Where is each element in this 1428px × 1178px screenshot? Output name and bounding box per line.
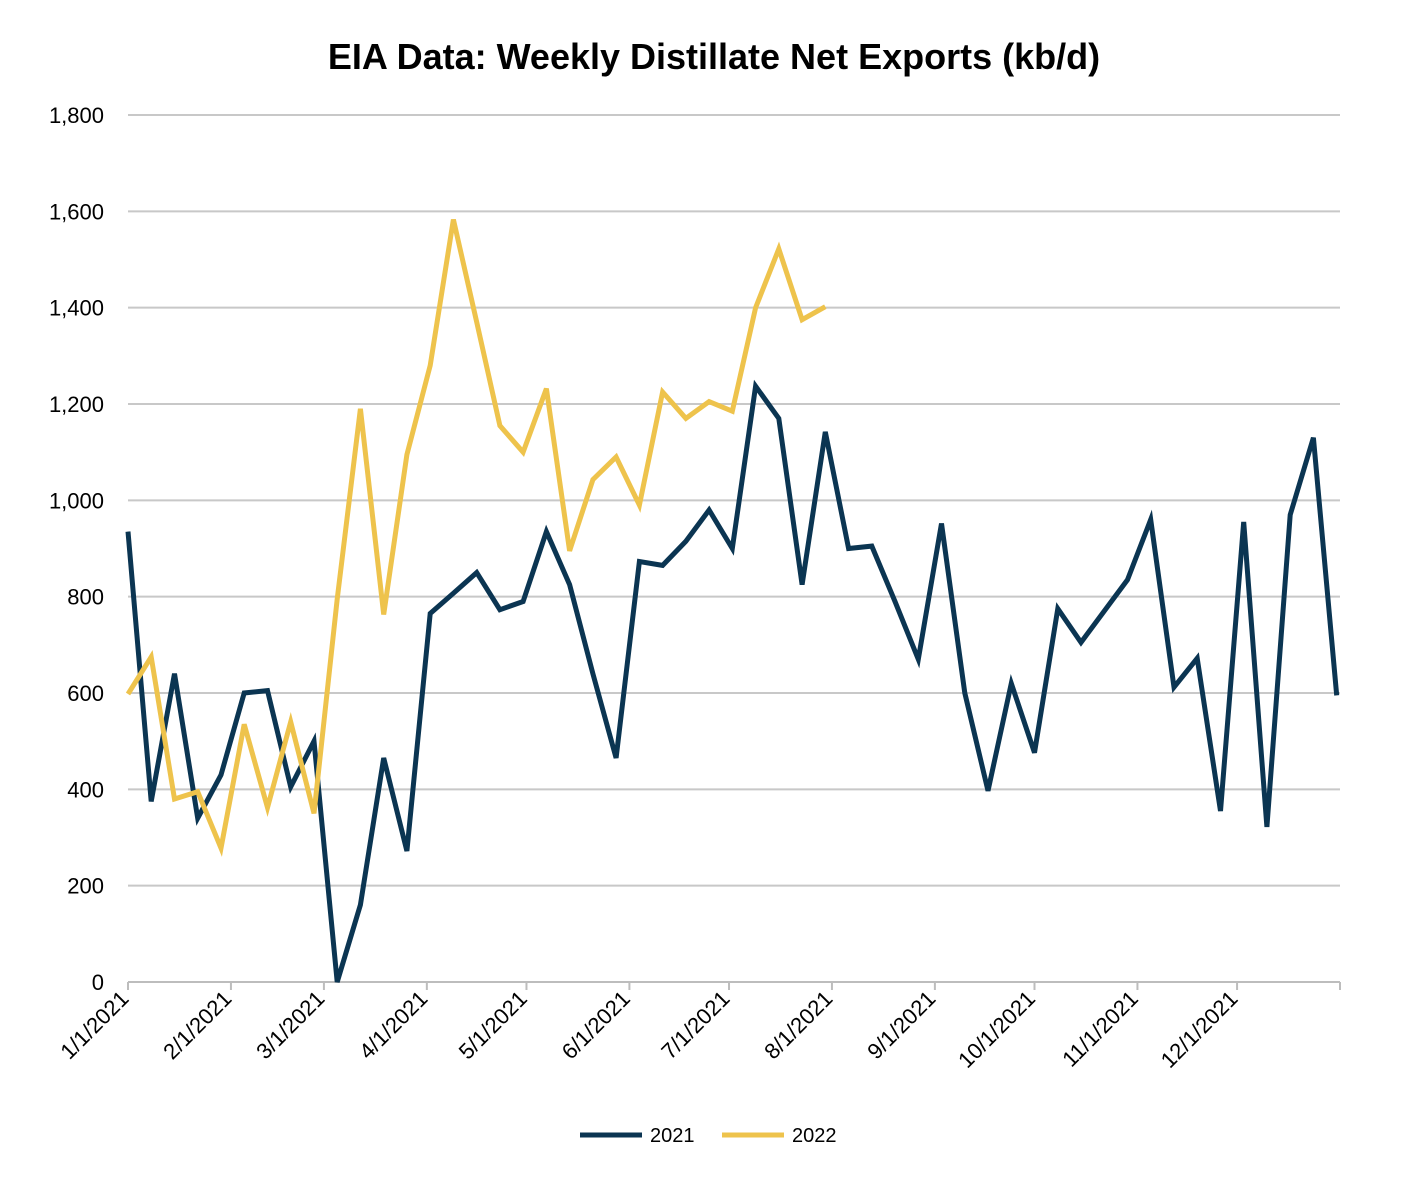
x-tick-label: 2/1/2021	[158, 986, 236, 1064]
legend-label-2021: 2021	[650, 1125, 695, 1147]
x-tick-label: 1/1/2021	[55, 986, 133, 1064]
x-tick-label: 3/1/2021	[251, 986, 329, 1064]
x-tick-label: 11/1/2021	[1057, 986, 1143, 1072]
y-tick-label: 1,400	[49, 296, 104, 321]
y-tick-label: 200	[67, 874, 104, 899]
x-tick-label: 5/1/2021	[454, 986, 532, 1064]
legend-label-2022: 2022	[792, 1125, 837, 1147]
x-tick-label: 12/1/2021	[1156, 986, 1243, 1073]
y-tick-label: 1,000	[49, 488, 104, 513]
y-tick-label: 400	[67, 777, 104, 802]
series-line-2022	[125, 218, 827, 857]
x-tick-label: 9/1/2021	[862, 986, 940, 1064]
y-tick-label: 600	[67, 681, 104, 706]
x-tick-label: 6/1/2021	[557, 986, 635, 1064]
x-tick-label: 8/1/2021	[759, 986, 837, 1064]
series-line-2021	[125, 379, 1340, 983]
y-tick-label: 800	[67, 585, 104, 610]
y-tick-label: 1,800	[49, 103, 104, 128]
y-tick-label: 1,600	[49, 199, 104, 224]
x-tick-label: 10/1/2021	[953, 986, 1040, 1073]
x-tick-label: 7/1/2021	[656, 986, 734, 1064]
chart-title: EIA Data: Weekly Distillate Net Exports …	[327, 36, 1101, 77]
x-tick-label: 4/1/2021	[354, 986, 432, 1064]
y-tick-label: 1,200	[49, 392, 104, 417]
y-tick-label: 0	[92, 970, 104, 995]
